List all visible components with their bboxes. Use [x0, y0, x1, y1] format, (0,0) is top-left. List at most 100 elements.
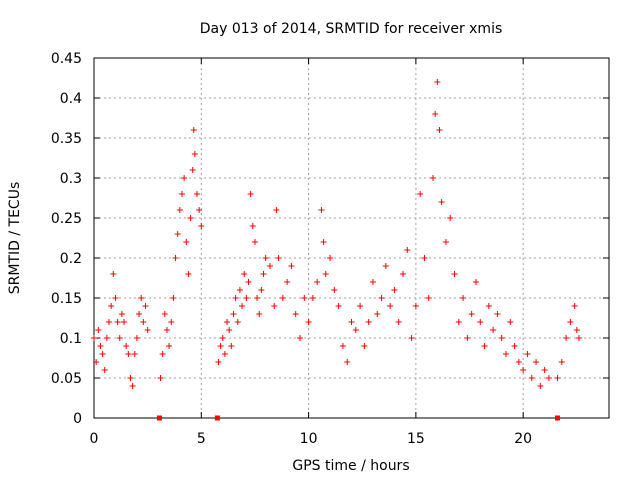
data-point	[567, 319, 574, 325]
data-point	[170, 295, 177, 301]
data-point	[138, 295, 145, 301]
data-point	[101, 367, 108, 373]
data-point	[361, 343, 368, 349]
data-point	[185, 271, 192, 277]
data-point	[447, 215, 454, 221]
data-point	[558, 359, 565, 365]
data-point	[239, 303, 246, 309]
data-point	[215, 359, 222, 365]
y-tick-label: 0.1	[60, 331, 82, 347]
y-tick-label: 0.2	[60, 251, 82, 267]
data-point	[442, 239, 449, 245]
data-point	[387, 303, 394, 309]
data-point	[498, 335, 505, 341]
data-point	[382, 263, 389, 269]
data-point	[183, 239, 190, 245]
data-point	[288, 263, 295, 269]
data-point	[451, 271, 458, 277]
x-tick-labels: 0 5 10 15 20	[90, 431, 533, 447]
data-point	[144, 327, 151, 333]
data-point	[339, 343, 346, 349]
data-point	[314, 279, 321, 285]
data-point	[563, 335, 570, 341]
x-axis-label: GPS time / hours	[292, 458, 409, 474]
data-point	[174, 231, 181, 237]
zero-markers	[156, 415, 560, 421]
data-point	[507, 319, 514, 325]
data-point	[571, 303, 578, 309]
data-point	[273, 207, 280, 213]
y-tick-label: 0.25	[51, 211, 82, 227]
data-point	[260, 271, 267, 277]
y-tick-label: 0.35	[51, 131, 82, 147]
data-point	[198, 223, 205, 229]
data-point	[344, 359, 351, 365]
data-point	[374, 311, 381, 317]
data-point	[228, 343, 235, 349]
plot-border	[93, 57, 610, 419]
data-point	[243, 295, 250, 301]
y-tick-labels: 0 0.05 0.1 0.15 0.2 0.25 0.3 0.35 0.4 0.45	[51, 51, 82, 427]
data-point	[515, 359, 522, 365]
data-point	[121, 319, 128, 325]
data-point	[378, 295, 385, 301]
data-point	[573, 327, 580, 333]
data-point	[391, 287, 398, 293]
data-point	[131, 351, 138, 357]
data-point	[219, 335, 226, 341]
zero-marker	[214, 415, 220, 421]
data-point	[97, 343, 104, 349]
y-tick-label: 0.3	[60, 171, 82, 187]
data-point	[365, 319, 372, 325]
data-point	[485, 303, 492, 309]
data-point	[234, 319, 241, 325]
data-point	[116, 335, 123, 341]
data-point	[541, 367, 548, 373]
data-point	[320, 239, 327, 245]
data-point	[106, 319, 113, 325]
data-point	[194, 191, 200, 197]
chart-title: Day 013 of 2014, SRMTID for receiver xmi…	[200, 21, 503, 37]
data-point	[256, 311, 263, 317]
data-point	[425, 295, 432, 301]
x-tick-label: 20	[514, 431, 532, 447]
data-point	[163, 327, 170, 333]
y-axis-label: SRMTID / TECUs	[7, 182, 23, 295]
data-point	[309, 295, 316, 301]
data-point	[434, 79, 441, 85]
data-point	[575, 335, 582, 341]
data-point	[176, 207, 183, 213]
data-point	[108, 303, 115, 309]
data-point	[125, 351, 132, 357]
data-point	[112, 295, 119, 301]
data-point	[528, 375, 535, 381]
data-point	[481, 343, 488, 349]
data-point	[460, 295, 467, 301]
data-point	[114, 319, 121, 325]
x-tick-label: 5	[197, 431, 206, 447]
data-point	[241, 271, 248, 277]
data-point	[369, 279, 376, 285]
data-point	[99, 351, 106, 357]
data-point	[166, 343, 173, 349]
data-point	[136, 311, 143, 317]
data-point	[230, 311, 237, 317]
data-point	[127, 375, 134, 381]
data-point	[226, 327, 233, 333]
data-point	[189, 167, 196, 173]
data-point	[262, 255, 269, 261]
data-point	[157, 375, 164, 381]
data-point	[123, 343, 130, 349]
data-point	[93, 359, 100, 365]
data-point	[168, 319, 175, 325]
data-point	[232, 295, 239, 301]
data-point	[251, 239, 258, 245]
data-point	[348, 319, 355, 325]
data-point	[533, 359, 540, 365]
data-point	[249, 223, 256, 229]
data-point	[322, 271, 329, 277]
zero-marker	[156, 415, 162, 421]
axis-ticks	[93, 57, 609, 419]
data-point	[161, 311, 168, 317]
data-point	[190, 127, 197, 133]
